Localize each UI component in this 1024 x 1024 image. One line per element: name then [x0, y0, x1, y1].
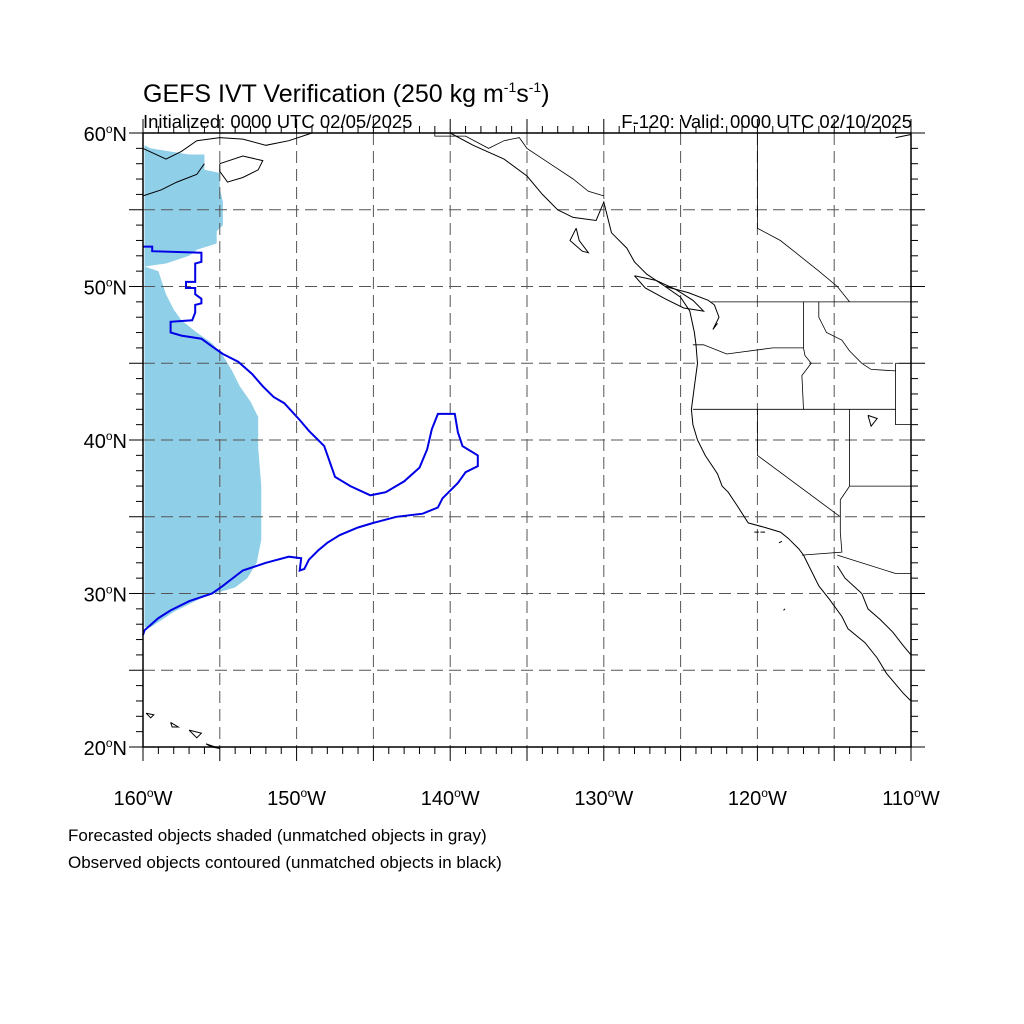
coastline: [778, 540, 783, 544]
initialized-label: Initialized: 0000 UTC 02/05/2025: [143, 111, 413, 132]
axis-labels: 60oN 50oN 40oN 30oN 20oN 160oW 150oW 140oW 130oW…: [84, 122, 940, 810]
border-line: [434, 133, 604, 197]
lon-tick-label: 160oW: [114, 786, 173, 810]
title-exponent-2: -1: [528, 79, 542, 95]
border-line: [839, 409, 850, 517]
coastline: [665, 286, 720, 330]
lat-tick-label: 30oN: [84, 583, 127, 607]
border-line: [692, 344, 804, 355]
forecast-object-main: [144, 266, 262, 628]
coastline: [170, 721, 181, 728]
coastline: [142, 163, 205, 197]
coastlines: [142, 132, 912, 749]
coastline: [205, 743, 220, 749]
coastline: [895, 134, 912, 139]
title-mid: s: [516, 80, 529, 108]
coastline: [569, 227, 590, 254]
map-frame: [129, 119, 925, 761]
observed-object-contour: [142, 245, 479, 636]
border-line: [895, 363, 911, 426]
border-line: [757, 133, 850, 303]
border-line: [801, 301, 812, 410]
coastline: [142, 132, 313, 160]
political-borders: [434, 133, 911, 574]
lon-tick-label: 120oW: [728, 786, 787, 810]
border-line: [818, 301, 896, 372]
border-line: [837, 554, 911, 574]
chart-title: GEFS IVT Verification (250 kg m-1s-1): [143, 70, 550, 111]
forecast-object-north: [144, 145, 223, 267]
observed-caption: Observed objects contoured (unmatched ob…: [68, 853, 502, 872]
coastline: [783, 608, 786, 611]
forecast-caption: Forecasted objects shaded (unmatched obj…: [68, 826, 487, 845]
coastline: [449, 132, 912, 702]
coastline: [219, 155, 264, 183]
title-main: GEFS IVT Verification (250 kg m: [143, 80, 504, 108]
lat-tick-label: 60oN: [84, 122, 127, 146]
title-exponent-1: -1: [503, 79, 517, 95]
lon-tick-label: 110oW: [882, 786, 940, 810]
lat-tick-label: 20oN: [84, 736, 127, 760]
graticule: [143, 133, 911, 747]
coastline: [634, 275, 706, 312]
coastline: [188, 729, 203, 739]
forecast-objects: [144, 145, 262, 628]
coastline: [867, 414, 879, 428]
border-line: [757, 409, 843, 556]
lat-tick-label: 40oN: [84, 429, 127, 453]
observed-objects: [142, 245, 479, 636]
coastline: [145, 712, 155, 719]
coastline: [836, 565, 912, 656]
lon-tick-label: 150oW: [267, 786, 326, 810]
valid-time-label: F-120: Valid: 0000 UTC 02/10/2025: [621, 111, 912, 132]
lon-tick-label: 130oW: [574, 786, 633, 810]
lat-tick-label: 50oN: [84, 276, 127, 300]
title-end: ): [541, 80, 550, 108]
lon-tick-label: 140oW: [421, 786, 480, 810]
